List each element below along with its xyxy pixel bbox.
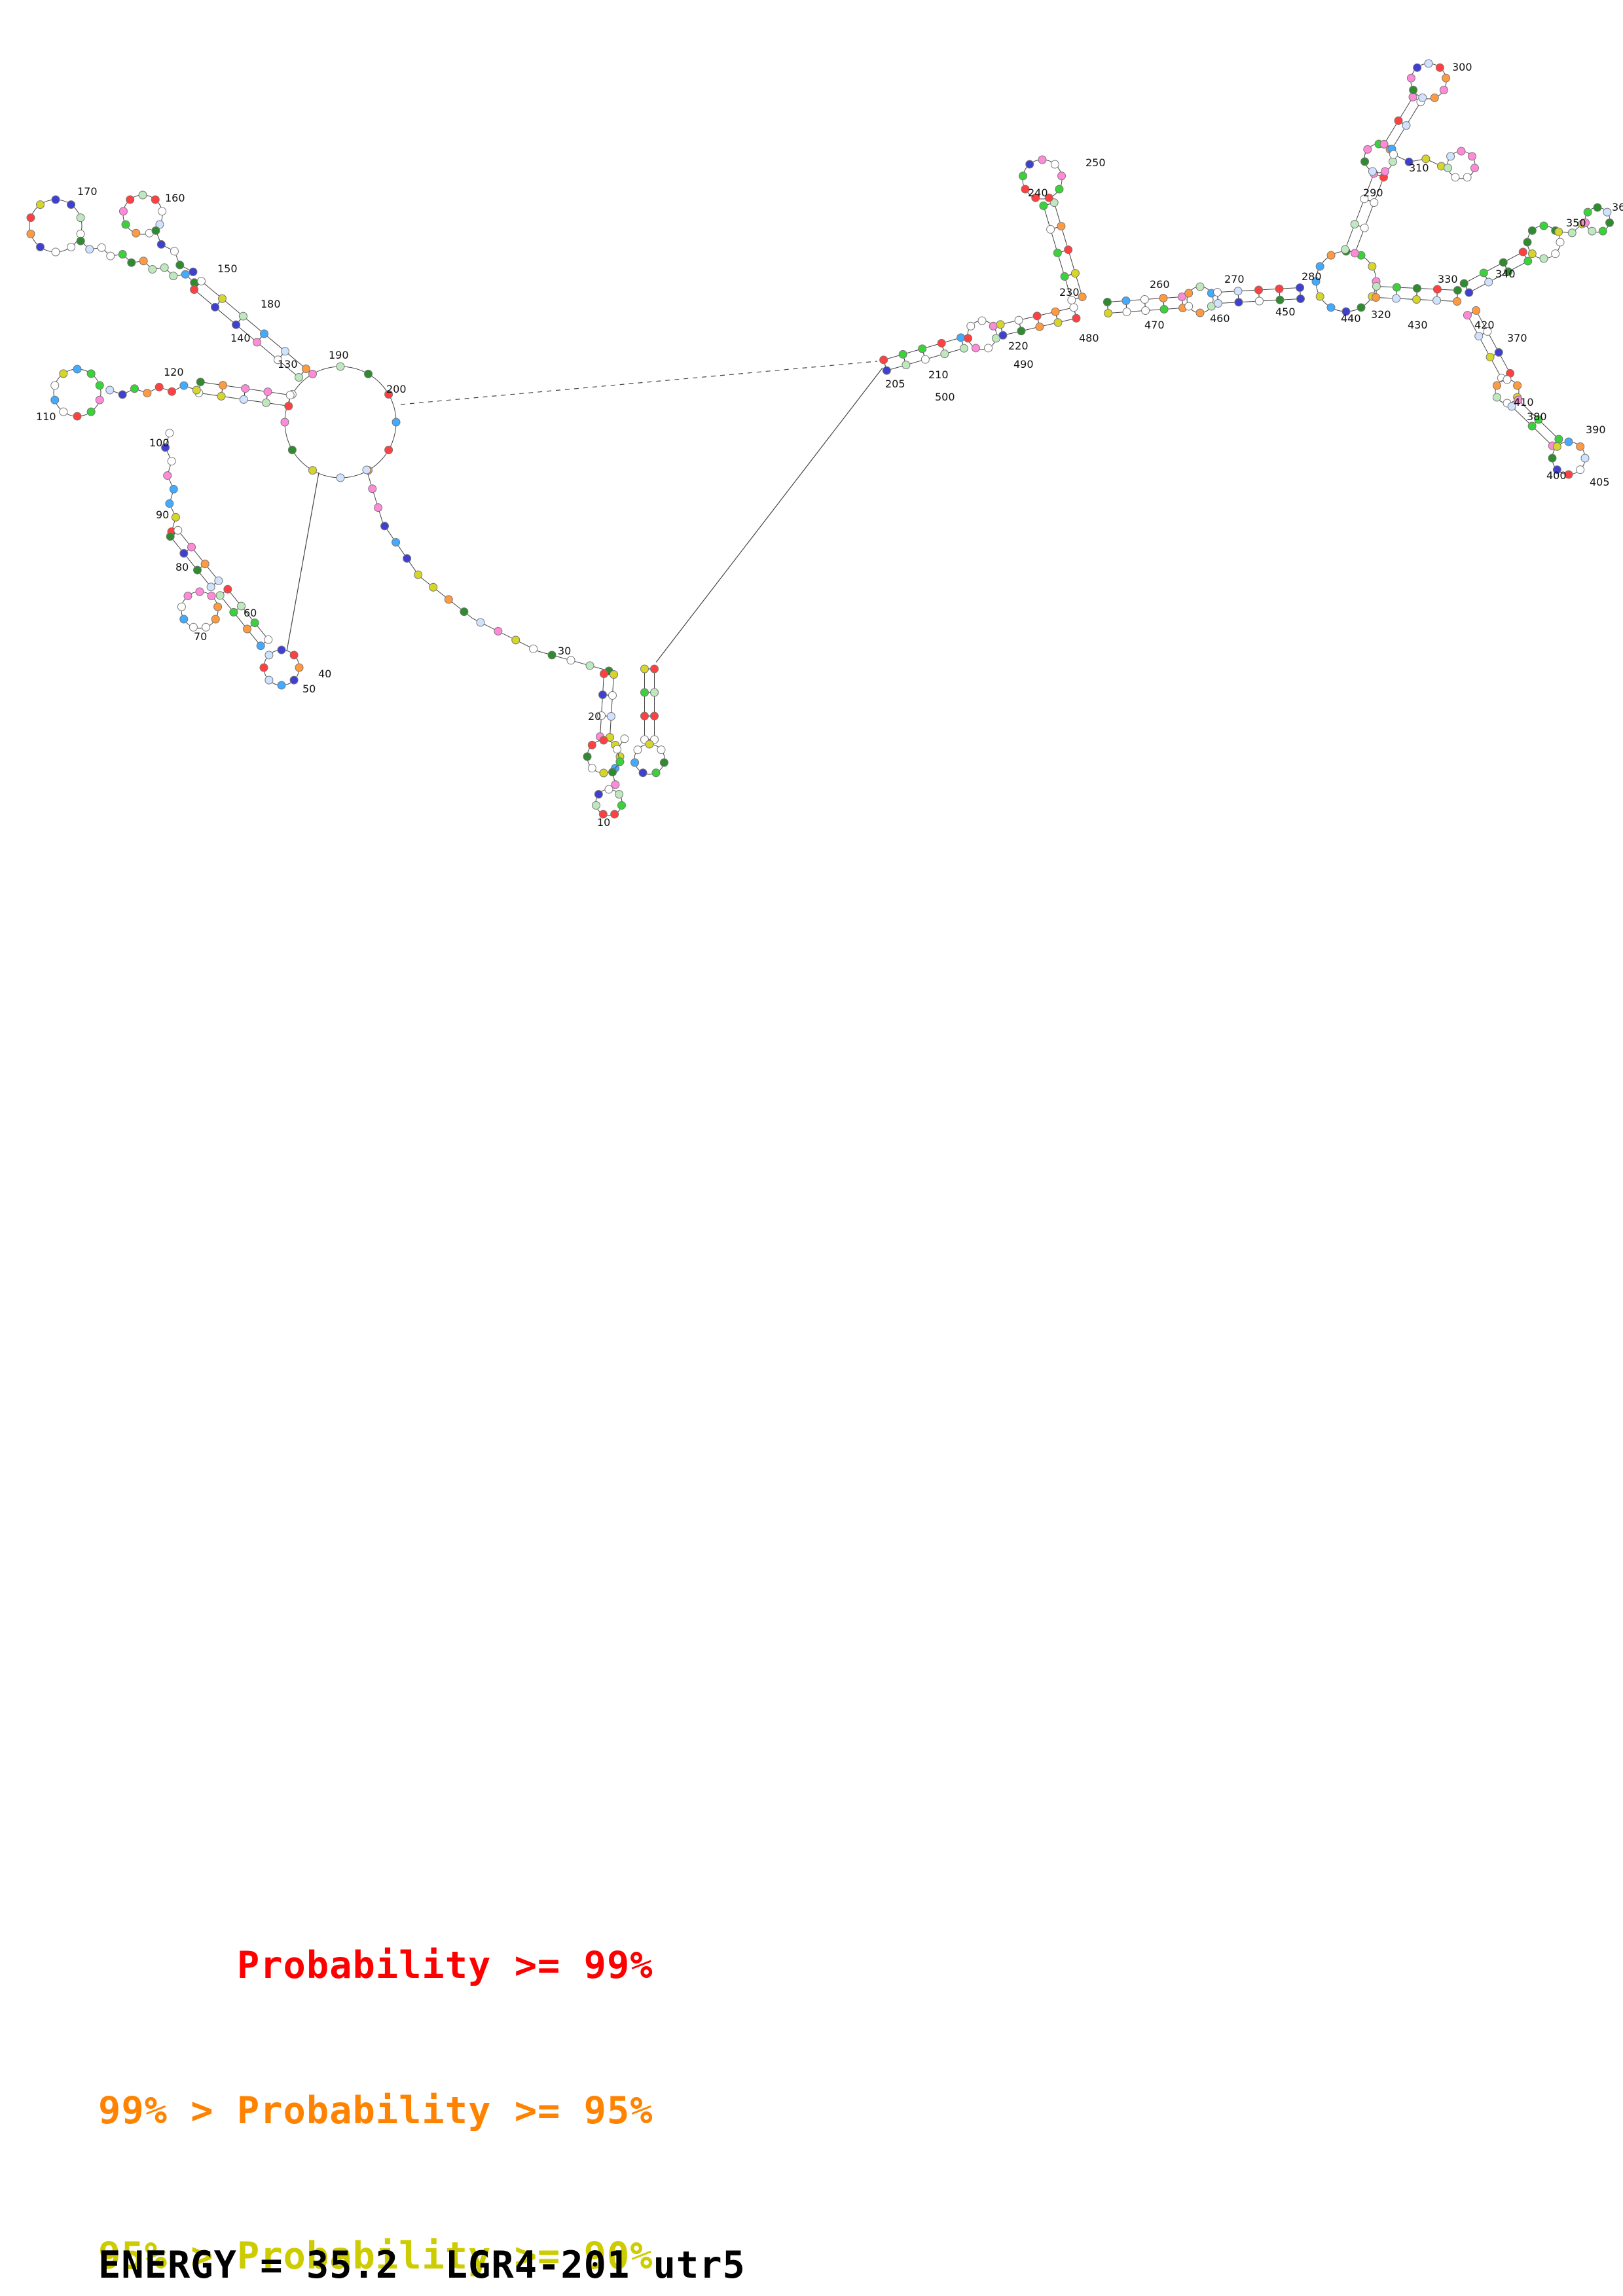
svg-text:240: 240: [1028, 187, 1048, 199]
svg-text:340: 340: [1495, 268, 1516, 280]
svg-text:320: 320: [1371, 308, 1391, 321]
svg-text:380: 380: [1527, 410, 1547, 423]
legend-line-90: 95% > Probability >= 90%: [98, 2234, 653, 2278]
svg-text:170: 170: [77, 185, 98, 198]
svg-text:500: 500: [935, 391, 955, 403]
svg-text:250: 250: [1085, 156, 1106, 169]
svg-text:260: 260: [1150, 278, 1170, 291]
svg-text:200: 200: [386, 383, 407, 395]
svg-text:420: 420: [1474, 319, 1495, 331]
svg-text:140: 140: [230, 332, 251, 344]
svg-text:50: 50: [302, 683, 316, 695]
svg-text:30: 30: [558, 645, 571, 657]
probability-legend: Probability >= 99% 99% > Probability >= …: [98, 1844, 653, 2296]
svg-text:460: 460: [1210, 312, 1230, 325]
svg-text:430: 430: [1408, 319, 1428, 331]
svg-text:360: 360: [1612, 201, 1623, 213]
svg-text:350: 350: [1566, 217, 1586, 229]
svg-text:310: 310: [1409, 162, 1429, 174]
svg-text:180: 180: [261, 298, 281, 310]
svg-text:160: 160: [165, 192, 185, 204]
svg-text:80: 80: [175, 561, 189, 573]
svg-text:280: 280: [1302, 270, 1322, 283]
svg-text:190: 190: [329, 349, 349, 361]
legend-line-99: Probability >= 99%: [98, 1944, 653, 1987]
svg-text:390: 390: [1586, 423, 1606, 436]
svg-text:270: 270: [1224, 273, 1245, 285]
svg-text:130: 130: [278, 358, 298, 370]
svg-text:120: 120: [164, 366, 184, 378]
svg-text:90: 90: [156, 509, 169, 521]
svg-text:230: 230: [1059, 286, 1080, 298]
svg-text:470: 470: [1144, 319, 1165, 331]
svg-text:20: 20: [588, 710, 601, 723]
svg-text:150: 150: [217, 262, 238, 275]
svg-text:330: 330: [1438, 273, 1458, 285]
svg-text:400: 400: [1546, 469, 1567, 482]
svg-text:410: 410: [1514, 396, 1534, 408]
svg-text:10: 10: [597, 816, 610, 829]
svg-text:480: 480: [1079, 332, 1099, 344]
svg-text:70: 70: [194, 630, 207, 643]
svg-text:220: 220: [1008, 340, 1029, 352]
svg-text:300: 300: [1452, 61, 1472, 73]
svg-text:440: 440: [1341, 312, 1361, 325]
svg-text:450: 450: [1275, 306, 1296, 318]
legend-line-95: 99% > Probability >= 95%: [98, 2089, 653, 2132]
svg-text:405: 405: [1590, 476, 1610, 488]
svg-text:205: 205: [885, 378, 905, 390]
energy-label: ENERGY = 35.2 LGR4-201 utr5: [98, 2244, 746, 2287]
svg-text:370: 370: [1507, 332, 1527, 344]
svg-text:60: 60: [244, 607, 257, 619]
svg-text:110: 110: [36, 410, 56, 423]
svg-text:290: 290: [1363, 187, 1383, 199]
svg-text:490: 490: [1013, 358, 1034, 370]
svg-text:40: 40: [318, 668, 331, 680]
svg-text:100: 100: [149, 437, 170, 449]
svg-text:210: 210: [928, 368, 949, 381]
